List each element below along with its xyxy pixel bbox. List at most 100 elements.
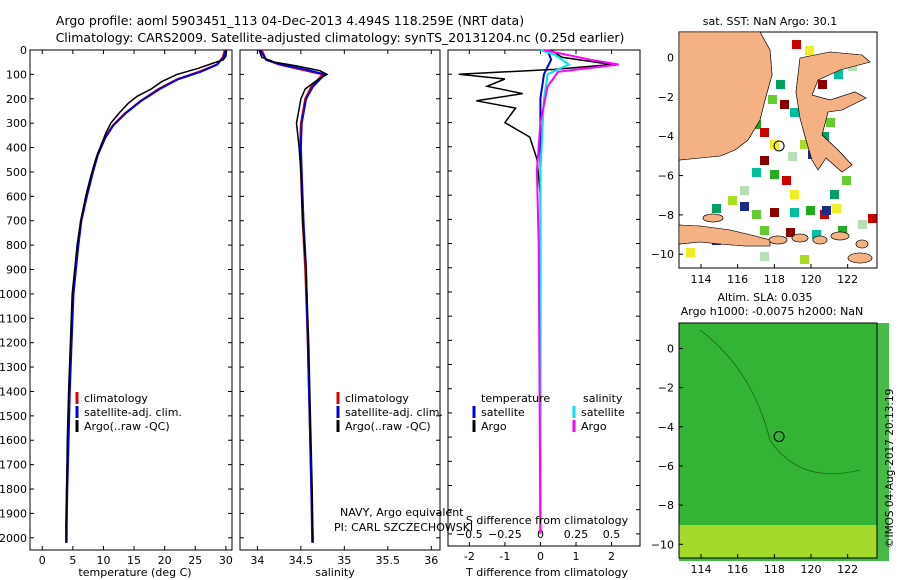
sla-cell bbox=[861, 505, 875, 519]
sst-pixel bbox=[790, 208, 799, 217]
map-x-tick-label: 118 bbox=[764, 273, 785, 286]
sst-pixel bbox=[790, 190, 799, 199]
sla-cell bbox=[679, 477, 693, 491]
sla-cell bbox=[819, 323, 833, 337]
sla-cell bbox=[819, 421, 833, 435]
x-tick-label: 36 bbox=[424, 554, 438, 567]
sla-cell bbox=[763, 491, 777, 505]
sla-cell bbox=[749, 407, 763, 421]
sla-cell bbox=[707, 365, 721, 379]
sla-cell bbox=[847, 435, 861, 449]
y-tick-label: 1700 bbox=[0, 459, 27, 472]
sla-cell bbox=[735, 435, 749, 449]
sla-cell bbox=[875, 351, 889, 365]
sla-cell bbox=[861, 407, 875, 421]
sla-cell bbox=[861, 435, 875, 449]
sla-cell bbox=[861, 379, 875, 393]
sla-cell bbox=[875, 519, 889, 533]
y-tick-label: 2000 bbox=[0, 532, 27, 545]
x-top-tick-label: 0.25 bbox=[564, 528, 589, 541]
sla-cell bbox=[833, 337, 847, 351]
sla-cell bbox=[805, 337, 819, 351]
x-tick-label: 20 bbox=[158, 554, 172, 567]
sla-cell bbox=[707, 463, 721, 477]
land-island bbox=[855, 239, 869, 249]
sla-cell bbox=[819, 379, 833, 393]
sla-cell bbox=[693, 393, 707, 407]
sla-cell bbox=[721, 491, 735, 505]
sla-cell bbox=[721, 463, 735, 477]
series-argo bbox=[65, 49, 228, 543]
sla-cell bbox=[833, 379, 847, 393]
sst-pixel bbox=[760, 156, 769, 165]
sst-pixel bbox=[780, 146, 789, 155]
sla-cell bbox=[763, 463, 777, 477]
sla-cell bbox=[791, 491, 805, 505]
x-tick-label: 35.5 bbox=[376, 554, 401, 567]
sst-pixel bbox=[830, 190, 839, 199]
sla-cell bbox=[749, 491, 763, 505]
sla-cell bbox=[805, 365, 819, 379]
sla-cell bbox=[805, 379, 819, 393]
sla-cell bbox=[679, 351, 693, 365]
map-y-tick-label: −10 bbox=[651, 248, 674, 261]
sla-cell bbox=[791, 365, 805, 379]
sla-cell bbox=[833, 323, 847, 337]
x-tick-label: 1 bbox=[573, 550, 580, 563]
sla-cell bbox=[735, 463, 749, 477]
y-tick-label: 1500 bbox=[0, 410, 27, 423]
temperature-legend: climatology satellite-adj. clim. Argo(..… bbox=[75, 392, 182, 433]
sla-cell bbox=[875, 407, 889, 421]
sst-pixel bbox=[806, 206, 815, 215]
sst-pixel bbox=[728, 196, 737, 205]
sla-cell bbox=[791, 421, 805, 435]
sla-cell bbox=[777, 491, 791, 505]
sla-cell bbox=[763, 477, 777, 491]
sst-title: sat. SST: NaN Argo: 30.1 bbox=[703, 15, 837, 28]
map-y-tick-label: −6 bbox=[658, 460, 674, 473]
sla-cell bbox=[693, 463, 707, 477]
sla-cell bbox=[847, 337, 861, 351]
sla-cell bbox=[861, 393, 875, 407]
title-line-1: Argo profile: aoml 5903451_113 04-Dec-20… bbox=[56, 13, 524, 28]
sla-cell bbox=[721, 323, 735, 337]
sla-cell bbox=[875, 421, 889, 435]
land-island bbox=[791, 233, 809, 243]
map-y-tick-label: −10 bbox=[651, 538, 674, 551]
map-x-tick-label: 122 bbox=[837, 563, 858, 576]
map-x-tick-label: 120 bbox=[801, 273, 822, 286]
sla-cell bbox=[763, 505, 777, 519]
map-y-tick-label: −8 bbox=[658, 499, 674, 512]
sst-pixel bbox=[700, 252, 709, 261]
sla-cell bbox=[777, 323, 791, 337]
x-tick-label: 34 bbox=[250, 554, 264, 567]
sla-cell bbox=[693, 337, 707, 351]
sla-cell bbox=[749, 421, 763, 435]
sla-cell bbox=[833, 505, 847, 519]
sst-pixel bbox=[820, 132, 829, 141]
sst-pixel bbox=[792, 40, 801, 49]
sst-pixel bbox=[834, 70, 843, 79]
sal-legend-argo-label: Argo(..raw -QC) bbox=[345, 420, 431, 433]
sla-cell bbox=[749, 337, 763, 351]
sla-cell bbox=[819, 393, 833, 407]
sst-pixel bbox=[800, 140, 809, 149]
sla-cell bbox=[819, 435, 833, 449]
x-tick-label: 34.5 bbox=[289, 554, 314, 567]
sla-cell bbox=[833, 477, 847, 491]
salinity-frame bbox=[239, 49, 441, 551]
sla-cell bbox=[763, 407, 777, 421]
sla-cell bbox=[861, 365, 875, 379]
sla-cell bbox=[763, 449, 777, 463]
map-y-tick-label: −2 bbox=[658, 91, 674, 104]
sla-cell bbox=[735, 393, 749, 407]
sla-cell bbox=[791, 435, 805, 449]
sla-cell bbox=[791, 337, 805, 351]
sla-cell bbox=[693, 351, 707, 365]
sla-cell bbox=[847, 407, 861, 421]
sla-cell bbox=[735, 477, 749, 491]
sla-cell bbox=[679, 365, 693, 379]
sla-cell bbox=[721, 337, 735, 351]
sst-pixel bbox=[768, 95, 777, 104]
